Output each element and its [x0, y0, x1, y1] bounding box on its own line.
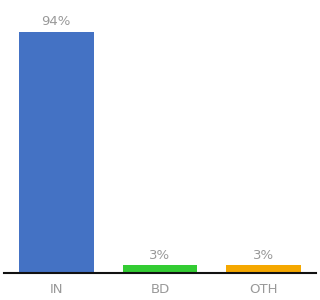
Bar — [19, 32, 93, 273]
Text: 3%: 3% — [253, 249, 275, 262]
Text: 94%: 94% — [41, 16, 71, 28]
Bar — [227, 266, 301, 273]
Bar — [123, 266, 197, 273]
Text: 3%: 3% — [149, 249, 171, 262]
